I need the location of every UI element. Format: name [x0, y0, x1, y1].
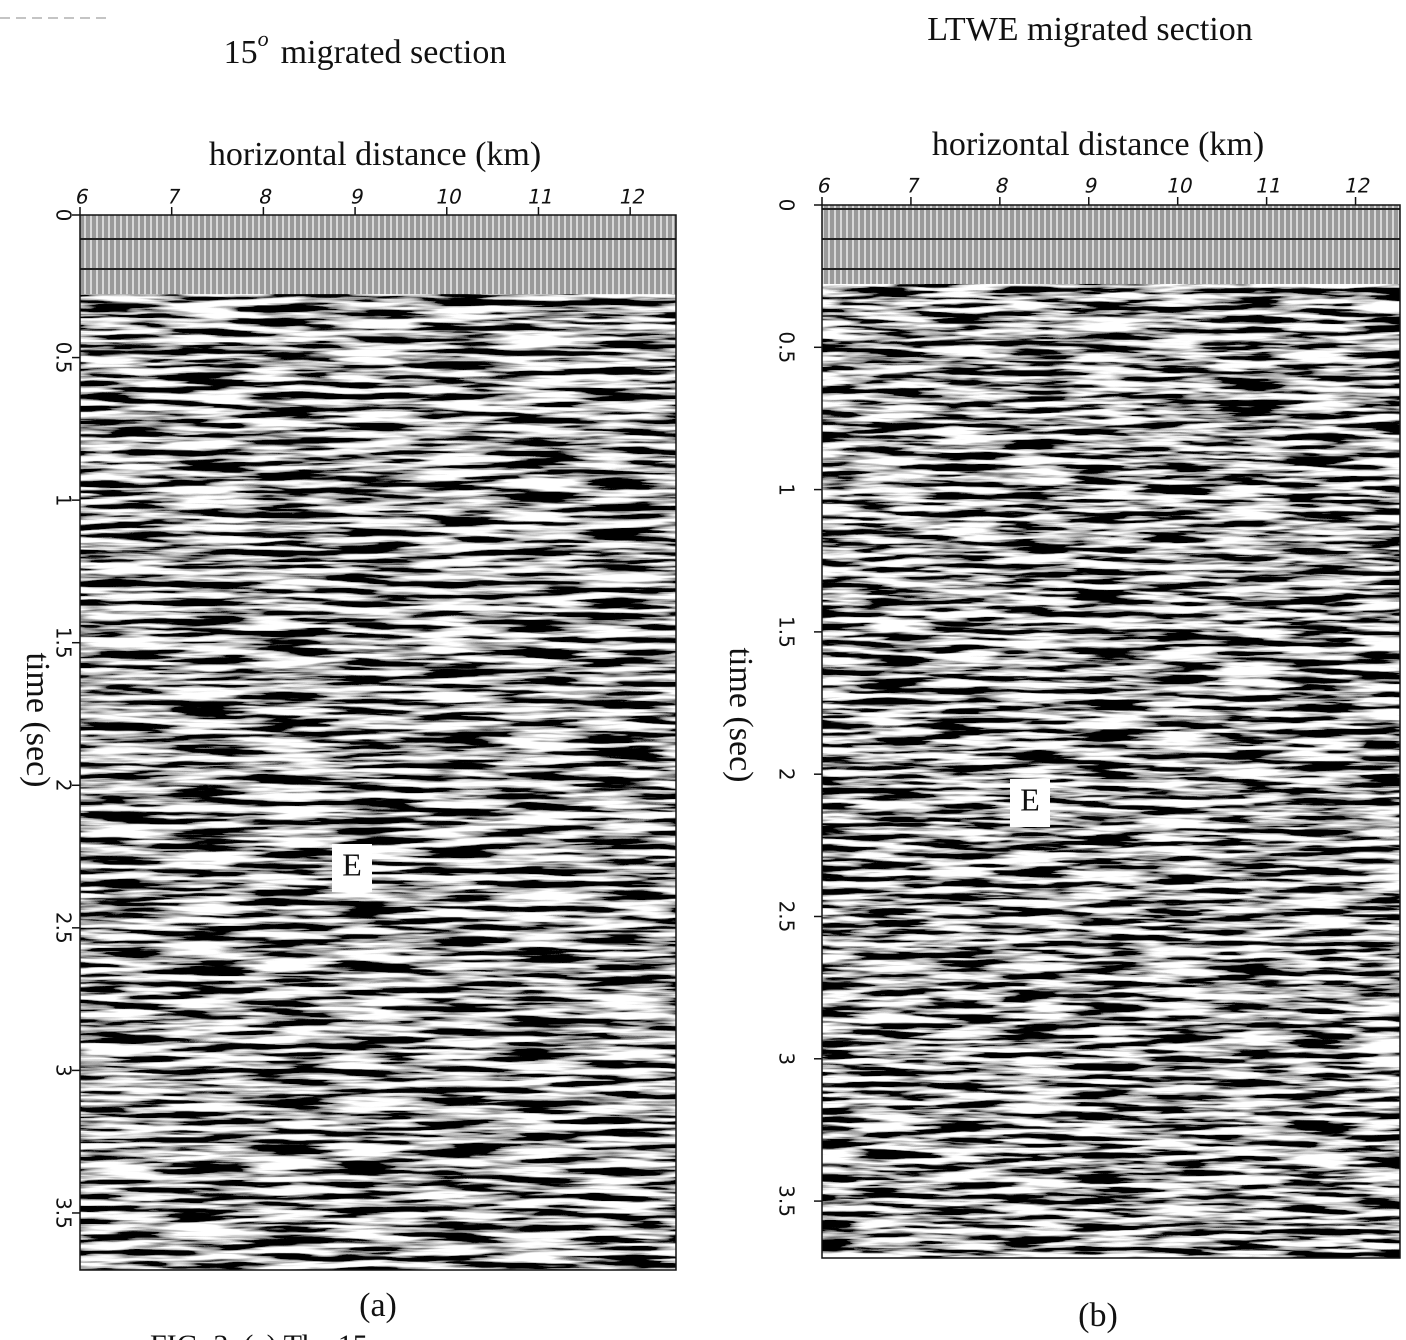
y-tick-label: 2.5 [775, 901, 799, 933]
x-tick-label: 11 [1254, 174, 1284, 198]
seismic-image [80, 215, 676, 1270]
title-text: LTWE migrated section [927, 11, 1252, 48]
panel-caption: (a) [359, 1287, 397, 1324]
x-tick-label: 12 [1343, 174, 1373, 198]
x-tick-label: 11 [526, 185, 556, 209]
x-axis-label: horizontal distance (km) [932, 126, 1264, 163]
y-axis-label: time (sec) [19, 653, 56, 788]
title-text: 15 [224, 34, 258, 71]
x-tick-label: 12 [617, 185, 647, 209]
seismic-top-band [822, 205, 1400, 284]
panel-caption: (b) [1078, 1297, 1118, 1334]
x-tick-label: 10 [434, 185, 464, 209]
y-tick-label: 2.5 [52, 912, 76, 944]
y-tick-label: 2 [775, 768, 799, 781]
x-tick-label: 6 [73, 185, 91, 209]
x-tick-label: 10 [1165, 174, 1195, 198]
x-tick-label: 8 [257, 185, 275, 209]
y-tick-label: 3.5 [775, 1185, 799, 1217]
plot-frame [79, 214, 677, 1271]
x-axis-label: horizontal distance (km) [209, 136, 541, 173]
x-tick-label: 7 [904, 174, 922, 198]
x-tick-label: 8 [993, 174, 1011, 198]
y-tick-label: 3 [52, 1064, 76, 1077]
annotation-box [1010, 779, 1050, 827]
y-tick-label: 1 [52, 494, 76, 507]
seismic-image [822, 205, 1400, 1258]
y-axis-label: time (sec) [722, 648, 759, 783]
y-tick-label: 3.5 [52, 1197, 76, 1229]
x-tick-label: 9 [1082, 174, 1100, 198]
y-tick-label: 3 [775, 1052, 799, 1065]
y-tick-label: 0 [775, 199, 799, 212]
y-tick-label: 0.5 [52, 342, 76, 374]
figure-caption: FIG. 3. (a) The 15 [150, 1329, 368, 1340]
x-tick-label: 6 [815, 174, 833, 198]
y-tick-label: 1.5 [775, 616, 799, 648]
panel-title: LTWE migrated section [927, 11, 1252, 48]
plot-frame [821, 204, 1401, 1259]
x-tick-label: 7 [165, 185, 183, 209]
title-suffix: migrated section [281, 34, 507, 71]
seismic-top-band [80, 215, 676, 295]
panel-title: 15o migrated section [224, 26, 507, 71]
x-tick-label: 9 [349, 185, 367, 209]
annotation: E [1020, 781, 1040, 817]
y-tick-label: 1 [775, 483, 799, 496]
annotation-box [332, 844, 372, 892]
title-superscript: o [258, 26, 269, 51]
y-tick-label: 0.5 [775, 331, 799, 363]
y-tick-label: 1.5 [52, 627, 76, 659]
annotation: E [342, 846, 362, 882]
y-tick-label: 2 [52, 779, 76, 792]
y-tick-label: 0 [52, 209, 76, 222]
